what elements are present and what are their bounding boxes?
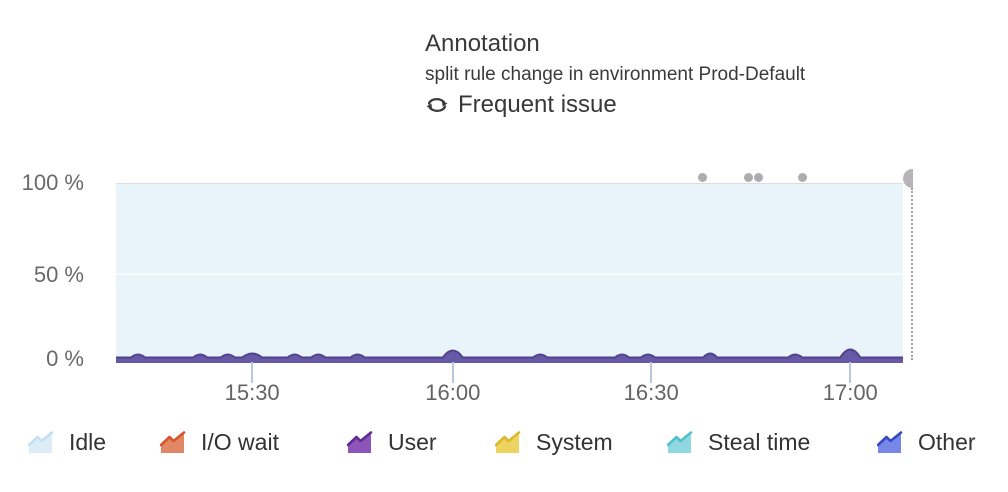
x-axis-label: 17:00 bbox=[804, 380, 896, 406]
legend-label: I/O wait bbox=[201, 429, 279, 456]
cpu-usage-chart-panel: Annotation split rule change in environm… bbox=[0, 0, 1008, 492]
user-area-icon bbox=[347, 431, 374, 454]
legend-item-idle[interactable]: Idle bbox=[28, 429, 106, 456]
y-axis-label-50: 50 % bbox=[0, 262, 84, 288]
stacked-series-svg bbox=[116, 183, 903, 365]
legend-item-steal-time[interactable]: Steal time bbox=[667, 429, 810, 456]
legend-item-system[interactable]: System bbox=[495, 429, 613, 456]
legend-item-io-wait[interactable]: I/O wait bbox=[160, 429, 279, 456]
annotation-dotted-line bbox=[911, 188, 913, 360]
legend-label: Idle bbox=[69, 429, 106, 456]
io-wait-area-icon bbox=[160, 431, 187, 454]
annotation-dot[interactable] bbox=[754, 173, 763, 182]
x-axis-label: 16:30 bbox=[605, 380, 697, 406]
legend-item-other[interactable]: Other bbox=[877, 429, 976, 456]
system-area-icon bbox=[495, 431, 522, 454]
legend-item-user[interactable]: User bbox=[347, 429, 437, 456]
annotation-dot[interactable] bbox=[744, 173, 753, 182]
cycle-arrows-icon bbox=[425, 95, 449, 115]
y-axis-label-100: 100 % bbox=[0, 170, 84, 196]
annotation-dot[interactable] bbox=[698, 173, 707, 182]
annotation-tooltip: Annotation split rule change in environm… bbox=[425, 30, 805, 119]
steal-time-area-icon bbox=[667, 431, 694, 454]
x-axis-label: 15:30 bbox=[206, 380, 298, 406]
annotation-title: Annotation bbox=[425, 30, 805, 58]
frequent-issue-row: Frequent issue bbox=[425, 91, 805, 119]
legend-label: User bbox=[388, 429, 437, 456]
frequent-issue-label: Frequent issue bbox=[458, 91, 617, 119]
legend-label: Steal time bbox=[708, 429, 810, 456]
other-area-icon bbox=[877, 431, 904, 454]
legend-label: Other bbox=[918, 429, 976, 456]
x-axis-label: 16:00 bbox=[407, 380, 499, 406]
legend-label: System bbox=[536, 429, 613, 456]
idle-area-icon bbox=[28, 431, 55, 454]
annotation-marker[interactable] bbox=[903, 169, 913, 188]
y-axis-label-0: 0 % bbox=[0, 346, 84, 372]
annotation-dot[interactable] bbox=[798, 173, 807, 182]
annotation-description: split rule change in environment Prod-De… bbox=[425, 63, 805, 87]
